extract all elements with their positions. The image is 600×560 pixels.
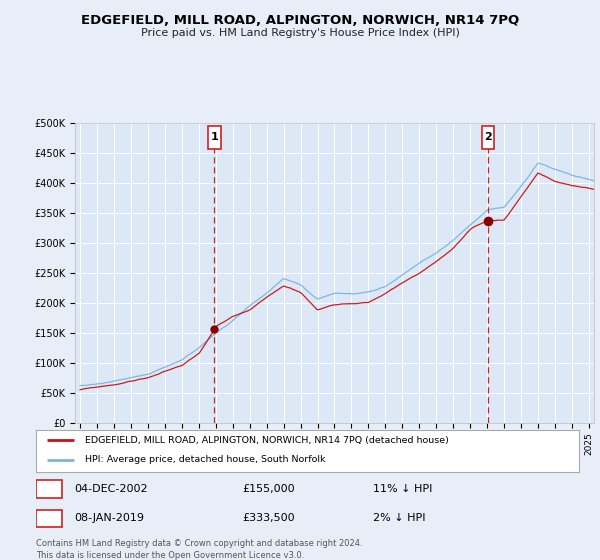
- Text: 11% ↓ HPI: 11% ↓ HPI: [373, 484, 432, 494]
- Text: 2: 2: [484, 132, 492, 142]
- FancyBboxPatch shape: [36, 510, 62, 527]
- Text: 1: 1: [211, 132, 218, 142]
- Text: EDGEFIELD, MILL ROAD, ALPINGTON, NORWICH, NR14 7PQ: EDGEFIELD, MILL ROAD, ALPINGTON, NORWICH…: [81, 14, 519, 27]
- Text: EDGEFIELD, MILL ROAD, ALPINGTON, NORWICH, NR14 7PQ (detached house): EDGEFIELD, MILL ROAD, ALPINGTON, NORWICH…: [85, 436, 449, 445]
- Text: 1: 1: [45, 482, 53, 496]
- Text: Contains HM Land Registry data © Crown copyright and database right 2024.
This d: Contains HM Land Registry data © Crown c…: [36, 539, 362, 559]
- Text: 2: 2: [45, 512, 53, 525]
- FancyBboxPatch shape: [208, 126, 221, 148]
- FancyBboxPatch shape: [482, 126, 494, 148]
- FancyBboxPatch shape: [36, 480, 62, 498]
- Text: 08-JAN-2019: 08-JAN-2019: [74, 514, 144, 524]
- Text: Price paid vs. HM Land Registry's House Price Index (HPI): Price paid vs. HM Land Registry's House …: [140, 28, 460, 38]
- Text: £333,500: £333,500: [242, 514, 295, 524]
- Text: £155,000: £155,000: [242, 484, 295, 494]
- Text: 04-DEC-2002: 04-DEC-2002: [74, 484, 148, 494]
- Text: 2% ↓ HPI: 2% ↓ HPI: [373, 514, 425, 524]
- Text: HPI: Average price, detached house, South Norfolk: HPI: Average price, detached house, Sout…: [85, 455, 325, 464]
